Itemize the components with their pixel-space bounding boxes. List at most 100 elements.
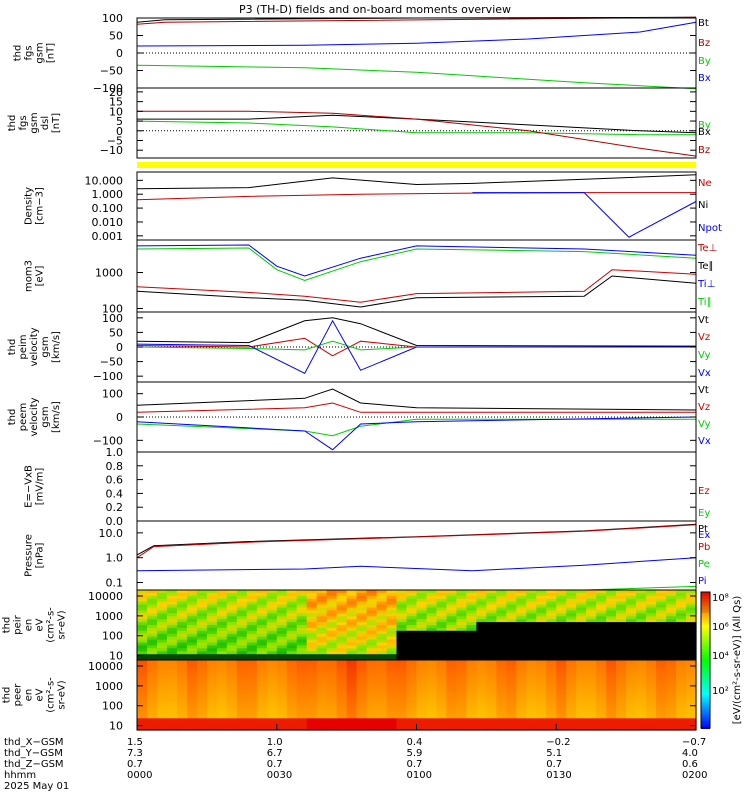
- heatmap-cell: [316, 595, 328, 600]
- heatmap-cell: [566, 651, 577, 655]
- heatmap-cell: [266, 683, 278, 687]
- heatmap-cell: [476, 636, 487, 641]
- heatmap-cell: [556, 642, 567, 646]
- heatmap-cell: [186, 630, 198, 635]
- heatmap-cell: [246, 645, 258, 649]
- heatmap-cell: [476, 598, 487, 603]
- heatmap-cell: [137, 657, 148, 661]
- heatmap-cell: [636, 627, 647, 632]
- heatmap-cell: [236, 633, 248, 638]
- colorbar-segment: [701, 610, 710, 613]
- heatmap-cell: [147, 604, 158, 609]
- heatmap-cell: [186, 715, 198, 719]
- heatmap-cell: [476, 625, 487, 629]
- heatmap-cell: [246, 651, 258, 655]
- heatmap-cell: [416, 598, 428, 603]
- heatmap-cell: [616, 651, 627, 655]
- heatmap-cell: [686, 662, 697, 667]
- heatmap-cell: [186, 680, 198, 684]
- heatmap-cell: [626, 625, 637, 629]
- heatmap-cell: [137, 598, 148, 603]
- heatmap-cell: [526, 692, 537, 696]
- heatmap-cell: [166, 595, 178, 600]
- heatmap-cell: [536, 607, 547, 611]
- heatmap-cell: [196, 633, 208, 638]
- heatmap-cell: [366, 668, 378, 673]
- heatmap-cell: [276, 715, 288, 719]
- heatmap-cell: [226, 622, 238, 626]
- heatmap-cell: [466, 680, 477, 684]
- heatmap-cell: [606, 633, 617, 638]
- x-tick-value: 0.7: [407, 759, 423, 770]
- heatmap-cell: [356, 616, 368, 620]
- heatmap-cell: [406, 665, 418, 670]
- legend-entry: Ex: [698, 530, 710, 541]
- heatmap-cell: [216, 601, 228, 606]
- heatmap-cell: [137, 674, 148, 679]
- heatmap-cell: [366, 636, 378, 641]
- heatmap-cell: [516, 683, 527, 687]
- heatmap-cell: [466, 692, 477, 696]
- heatmap-cell: [276, 657, 288, 661]
- heatmap-cell: [586, 642, 597, 646]
- y-tick-label: −100: [93, 370, 123, 383]
- heatmap-cell: [686, 627, 697, 632]
- heatmap-cell: [526, 648, 537, 652]
- heatmap-cell: [226, 625, 238, 629]
- heatmap-cell: [276, 604, 288, 609]
- heatmap-cell: [137, 671, 148, 676]
- heatmap-cell: [516, 636, 527, 641]
- heatmap-cell: [646, 598, 657, 603]
- heatmap-cell: [376, 657, 388, 661]
- heatmap-cell: [566, 607, 577, 611]
- heatmap-cell: [546, 601, 557, 606]
- heatmap-cell: [456, 598, 467, 603]
- heatmap-cell: [326, 718, 338, 722]
- heatmap-cell: [476, 686, 487, 690]
- heatmap-cell: [356, 642, 368, 646]
- heatmap-cell: [536, 689, 547, 693]
- heatmap-cell: [506, 625, 517, 629]
- heatmap-cell: [626, 660, 637, 664]
- heatmap-cell: [176, 601, 188, 606]
- heatmap-cell: [286, 610, 298, 614]
- heatmap-cell: [516, 695, 527, 699]
- heatmap-cell: [256, 654, 268, 658]
- heatmap-cell: [306, 700, 318, 705]
- heatmap-cell: [147, 715, 158, 719]
- heatmap-cell: [506, 697, 517, 702]
- heatmap-cell: [466, 616, 477, 620]
- heatmap-cell: [576, 689, 587, 693]
- heatmap-cell: [456, 712, 467, 716]
- heatmap-cell: [466, 645, 477, 649]
- x-tick-value: 0000: [127, 770, 152, 781]
- y-tick-label: 1000: [95, 610, 123, 623]
- heatmap-cell: [246, 697, 258, 702]
- heatmap-cell: [666, 700, 677, 705]
- heatmap-cell: [176, 715, 188, 719]
- heatmap-cell: [546, 616, 557, 620]
- heatmap-cell: [646, 686, 657, 690]
- heatmap-cell: [266, 651, 278, 655]
- heatmap-cell: [166, 657, 178, 661]
- heatmap-cell: [366, 598, 378, 603]
- heatmap-cell: [256, 700, 268, 705]
- heatmap-cell: [386, 671, 398, 676]
- heatmap-cell: [256, 592, 268, 597]
- colorbar-segment: [701, 602, 710, 605]
- heatmap-cell: [476, 639, 487, 644]
- heatmap-cell: [157, 622, 168, 626]
- heatmap-cell: [466, 683, 477, 687]
- heatmap-cell: [226, 598, 238, 603]
- heatmap-cell: [137, 645, 148, 649]
- heatmap-cell: [556, 697, 567, 702]
- heatmap-cell: [306, 595, 318, 600]
- heatmap-cell: [646, 709, 657, 714]
- heatmap-cell: [157, 677, 168, 681]
- heatmap-cell: [526, 674, 537, 679]
- heatmap-cell: [626, 636, 637, 641]
- heatmap-cell: [296, 680, 308, 684]
- heatmap-cell: [516, 668, 527, 673]
- heatmap-cell: [376, 619, 388, 623]
- heatmap-cell: [546, 665, 557, 670]
